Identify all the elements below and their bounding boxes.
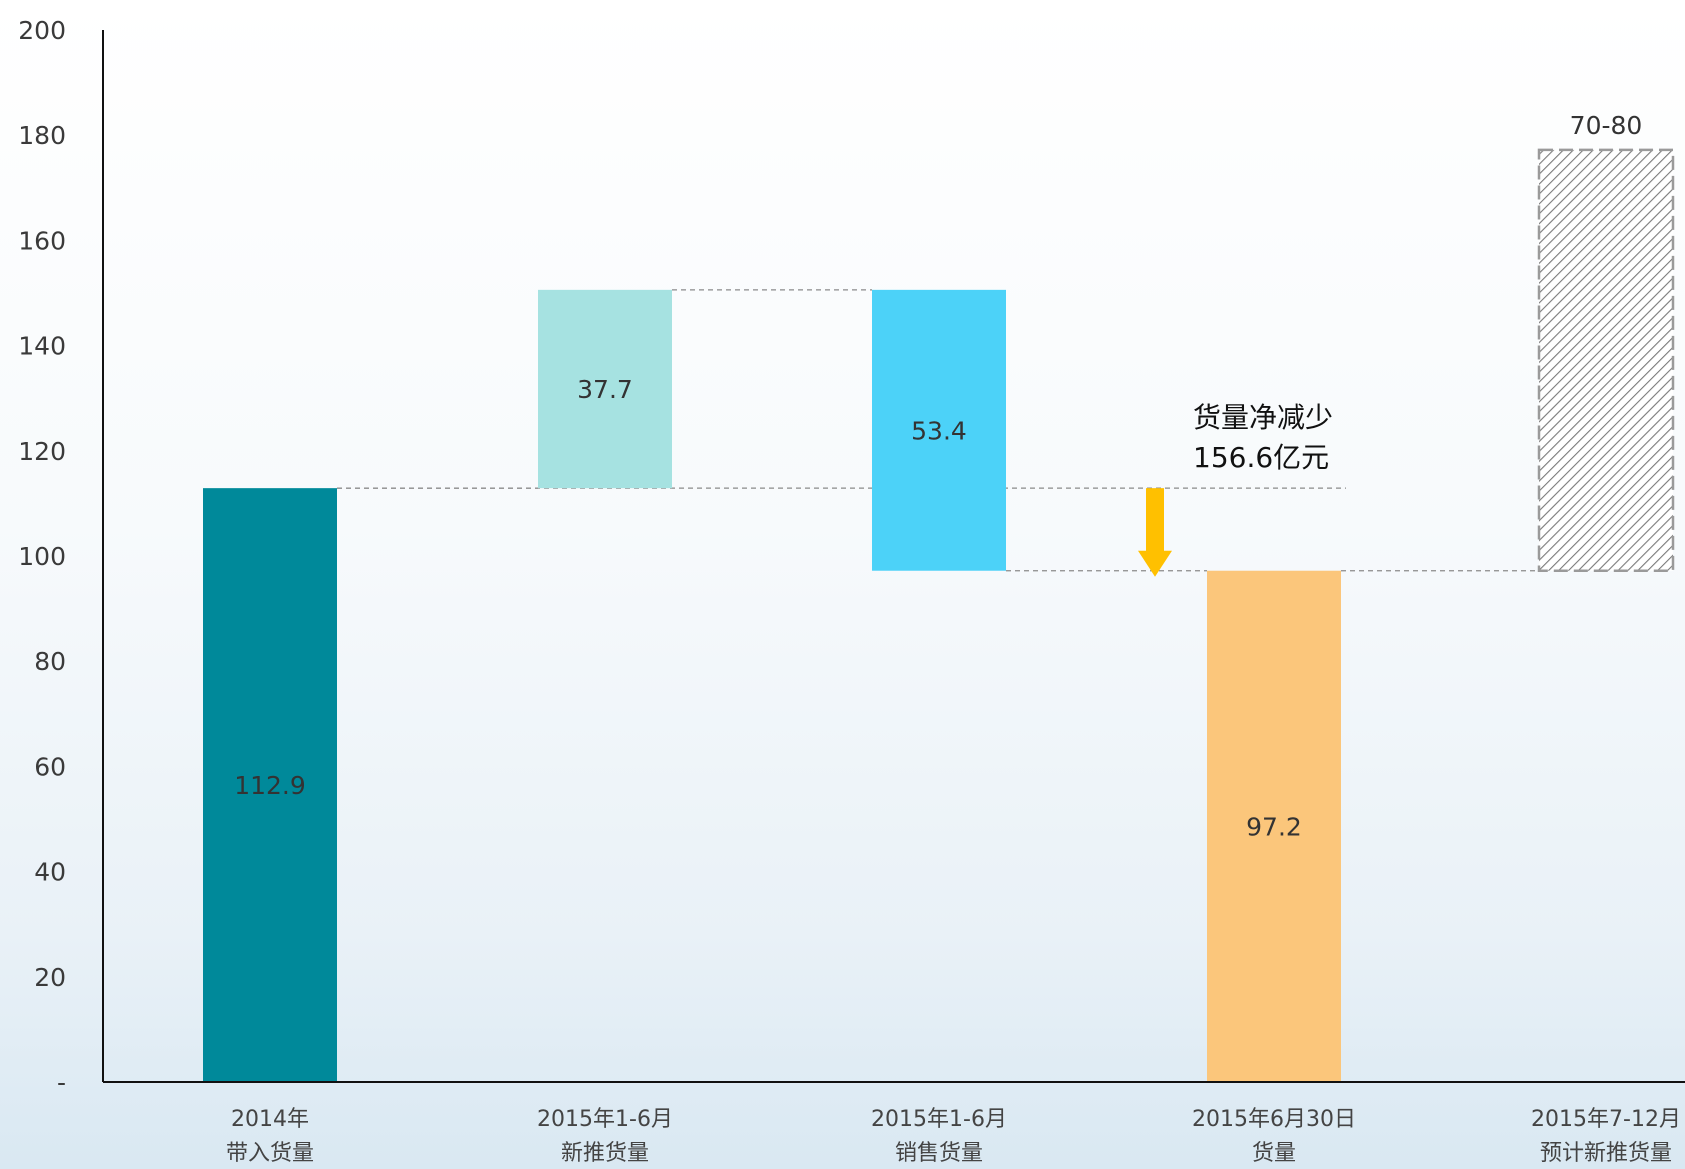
- bar-value-label: 112.9: [234, 771, 306, 800]
- y-tick-label: 100: [18, 542, 66, 571]
- y-tick-label: 120: [18, 437, 66, 466]
- x-category-label: 新推货量: [561, 1141, 649, 1166]
- y-tick-label: 80: [34, 647, 66, 676]
- y-tick-label: 180: [18, 121, 66, 150]
- y-tick-label: 140: [18, 332, 66, 361]
- y-tick-label: 160: [18, 226, 66, 255]
- bar: [203, 488, 337, 1082]
- x-category-label: 2015年7-12月: [1531, 1107, 1681, 1132]
- bar: [1207, 570, 1341, 1082]
- annotation-group: 货量净减少 156.6亿元: [1138, 401, 1333, 577]
- bar: [872, 289, 1006, 571]
- x-category-label: 2015年6月30日: [1192, 1107, 1356, 1132]
- bar: [538, 289, 672, 489]
- x-category-label: 销售货量: [895, 1141, 983, 1166]
- x-category-label: 2015年1-6月: [537, 1107, 673, 1132]
- y-tick-label: 200: [18, 16, 66, 45]
- y-tick-label: 60: [34, 752, 66, 781]
- bar-value-label: 53.4: [911, 416, 967, 445]
- bar-value-label: 37.7: [577, 375, 633, 404]
- x-category-label: 带入货量: [226, 1141, 314, 1166]
- bar: [1537, 148, 1675, 572]
- x-category-label: 2014年: [231, 1107, 309, 1132]
- bars-group: 112.9 37.7 53.4 97.2 70-80: [203, 111, 1675, 1082]
- arrow-head: [1138, 550, 1172, 577]
- y-tick-label: -: [57, 1068, 66, 1097]
- y-tick-label: 20: [34, 963, 66, 992]
- connector-lines: [337, 289, 1539, 572]
- x-category-label: 货量: [1252, 1141, 1296, 1166]
- y-tick-label: 40: [34, 858, 66, 887]
- x-category-label: 2015年1-6月: [871, 1107, 1007, 1132]
- arrow-shaft: [1146, 488, 1164, 553]
- annotation-text: 货量净减少: [1193, 401, 1333, 434]
- x-category-label: 预计新推货量: [1540, 1141, 1672, 1166]
- bar-value-label: 97.2: [1246, 812, 1302, 841]
- bar-value-label: 70-80: [1570, 111, 1643, 140]
- annotation-text: 156.6亿元: [1193, 441, 1329, 474]
